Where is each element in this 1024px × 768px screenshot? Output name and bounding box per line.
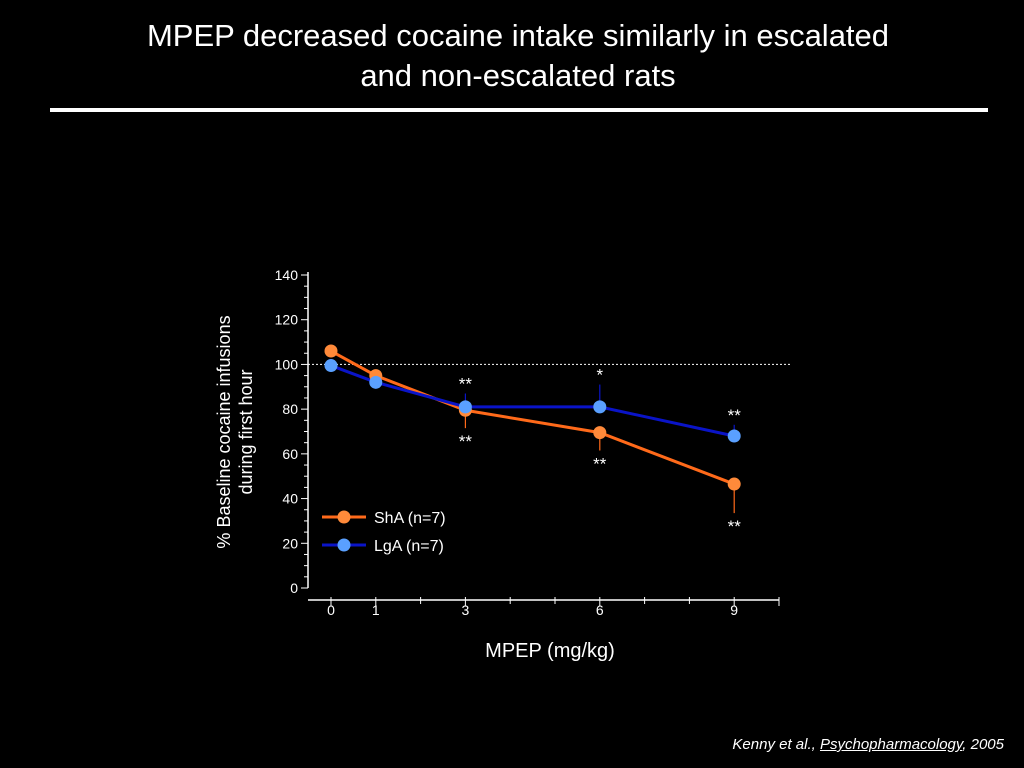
lga-significance-label: ** xyxy=(459,374,473,393)
lga-significance-label: * xyxy=(596,366,603,385)
y-tick-label: 60 xyxy=(282,446,298,462)
x-tick-label: 1 xyxy=(372,602,380,618)
y-tick-label: 40 xyxy=(282,491,298,507)
sha-data-point xyxy=(593,426,607,440)
lga-significance-label: ** xyxy=(728,406,742,425)
x-tick-label: 9 xyxy=(730,602,738,618)
sha-series-line xyxy=(330,349,735,486)
y-tick-label: 140 xyxy=(275,267,299,283)
sha-data-point xyxy=(727,477,741,491)
sha-significance-label: ** xyxy=(728,517,742,536)
sha-legend-marker xyxy=(337,510,351,524)
lga-data-point xyxy=(593,400,607,414)
y-tick-label: 80 xyxy=(282,401,298,417)
y-tick-label: 120 xyxy=(275,312,299,328)
slide-title: MPEP decreased cocaine intake similarly … xyxy=(40,16,996,96)
sha-significance-label: ** xyxy=(593,455,607,474)
title-divider xyxy=(50,108,988,112)
x-tick-label: 3 xyxy=(462,602,470,618)
sha-data-point xyxy=(324,344,338,358)
y-tick-label: 100 xyxy=(275,356,299,372)
y-axis-label-line-2: during first hour xyxy=(236,369,256,494)
lga-legend-marker xyxy=(337,538,351,552)
x-tick-label: 6 xyxy=(596,602,604,618)
x-tick-label: 0 xyxy=(327,602,335,618)
y-tick-label: 0 xyxy=(290,580,298,596)
x-axis-label: MPEP (mg/kg) xyxy=(485,640,615,662)
citation: Kenny et al., Psychopharmacology, 2005 xyxy=(732,736,1004,753)
lga-data-point xyxy=(324,359,338,373)
lga-series-line xyxy=(330,364,735,438)
y-axis-label-line-1: % Baseline cocaine infusions xyxy=(214,315,234,548)
lga-data-point xyxy=(369,375,383,389)
lga-data-point xyxy=(458,400,472,414)
sha-significance-label: ** xyxy=(459,432,473,451)
citation-authors: Kenny et al., xyxy=(732,736,820,753)
citation-journal: Psychopharmacology xyxy=(819,736,963,753)
y-axis-label: % Baseline cocaine infusions during first… xyxy=(214,315,256,548)
lga-legend-label: LgA (n=7) xyxy=(374,538,444,555)
sha-legend-label: ShA (n=7) xyxy=(374,510,446,527)
slide-title-line-2: and non-escalated rats xyxy=(360,58,676,93)
slide-title-line-1: MPEP decreased cocaine intake similarly … xyxy=(146,18,890,53)
citation-year: , 2005 xyxy=(962,736,1004,753)
y-tick-label: 20 xyxy=(282,535,298,551)
lga-data-point xyxy=(727,429,741,443)
